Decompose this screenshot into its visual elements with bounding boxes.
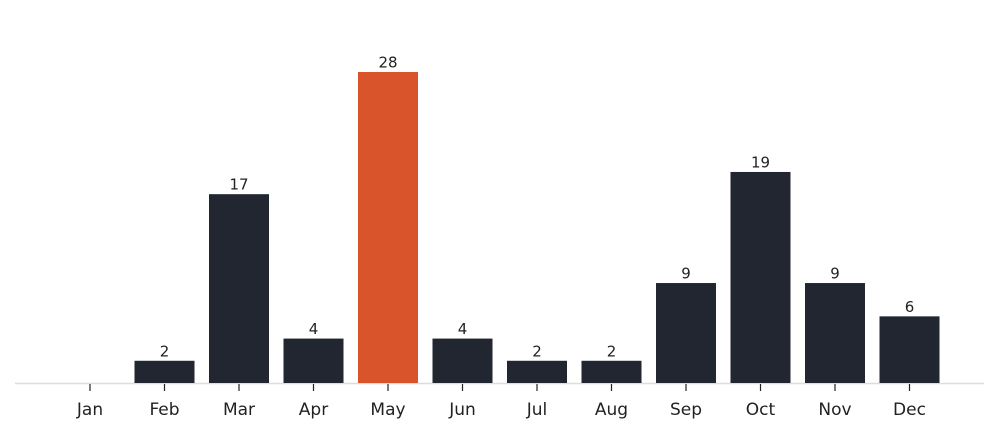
value-label: 2 bbox=[160, 342, 170, 360]
value-label: 19 bbox=[751, 153, 770, 171]
value-label: 17 bbox=[229, 176, 248, 194]
x-tick-label: Mar bbox=[223, 400, 255, 420]
bar bbox=[805, 283, 865, 383]
bar bbox=[134, 360, 195, 383]
bar bbox=[730, 171, 791, 383]
value-label: 6 bbox=[905, 298, 915, 316]
x-tick-label: Aug bbox=[595, 400, 628, 420]
x-tick-label: Jul bbox=[526, 400, 548, 420]
bar bbox=[432, 338, 493, 383]
x-tick-label: May bbox=[370, 400, 405, 420]
x-tick-label: Jun bbox=[448, 400, 476, 420]
bar bbox=[581, 360, 642, 383]
bar bbox=[879, 316, 940, 383]
value-label: 4 bbox=[458, 320, 468, 338]
x-tick-label: Oct bbox=[746, 400, 776, 420]
value-label: 2 bbox=[607, 342, 617, 360]
x-tick-label: Feb bbox=[149, 400, 179, 420]
bar bbox=[209, 194, 269, 383]
x-tick-label: Sep bbox=[670, 400, 702, 420]
value-label: 2 bbox=[532, 342, 542, 360]
value-label: 28 bbox=[378, 54, 397, 72]
bar bbox=[656, 283, 716, 383]
value-label: 9 bbox=[830, 265, 840, 283]
x-tick-label: Dec bbox=[893, 400, 926, 420]
x-tick-label: Jan bbox=[76, 400, 103, 420]
value-label: 9 bbox=[681, 265, 691, 283]
bar bbox=[283, 338, 344, 383]
bar bbox=[507, 360, 567, 383]
bar bbox=[358, 72, 418, 383]
x-tick-label: Nov bbox=[818, 400, 851, 420]
x-tick-label: Apr bbox=[299, 400, 328, 420]
value-label: 4 bbox=[309, 320, 319, 338]
